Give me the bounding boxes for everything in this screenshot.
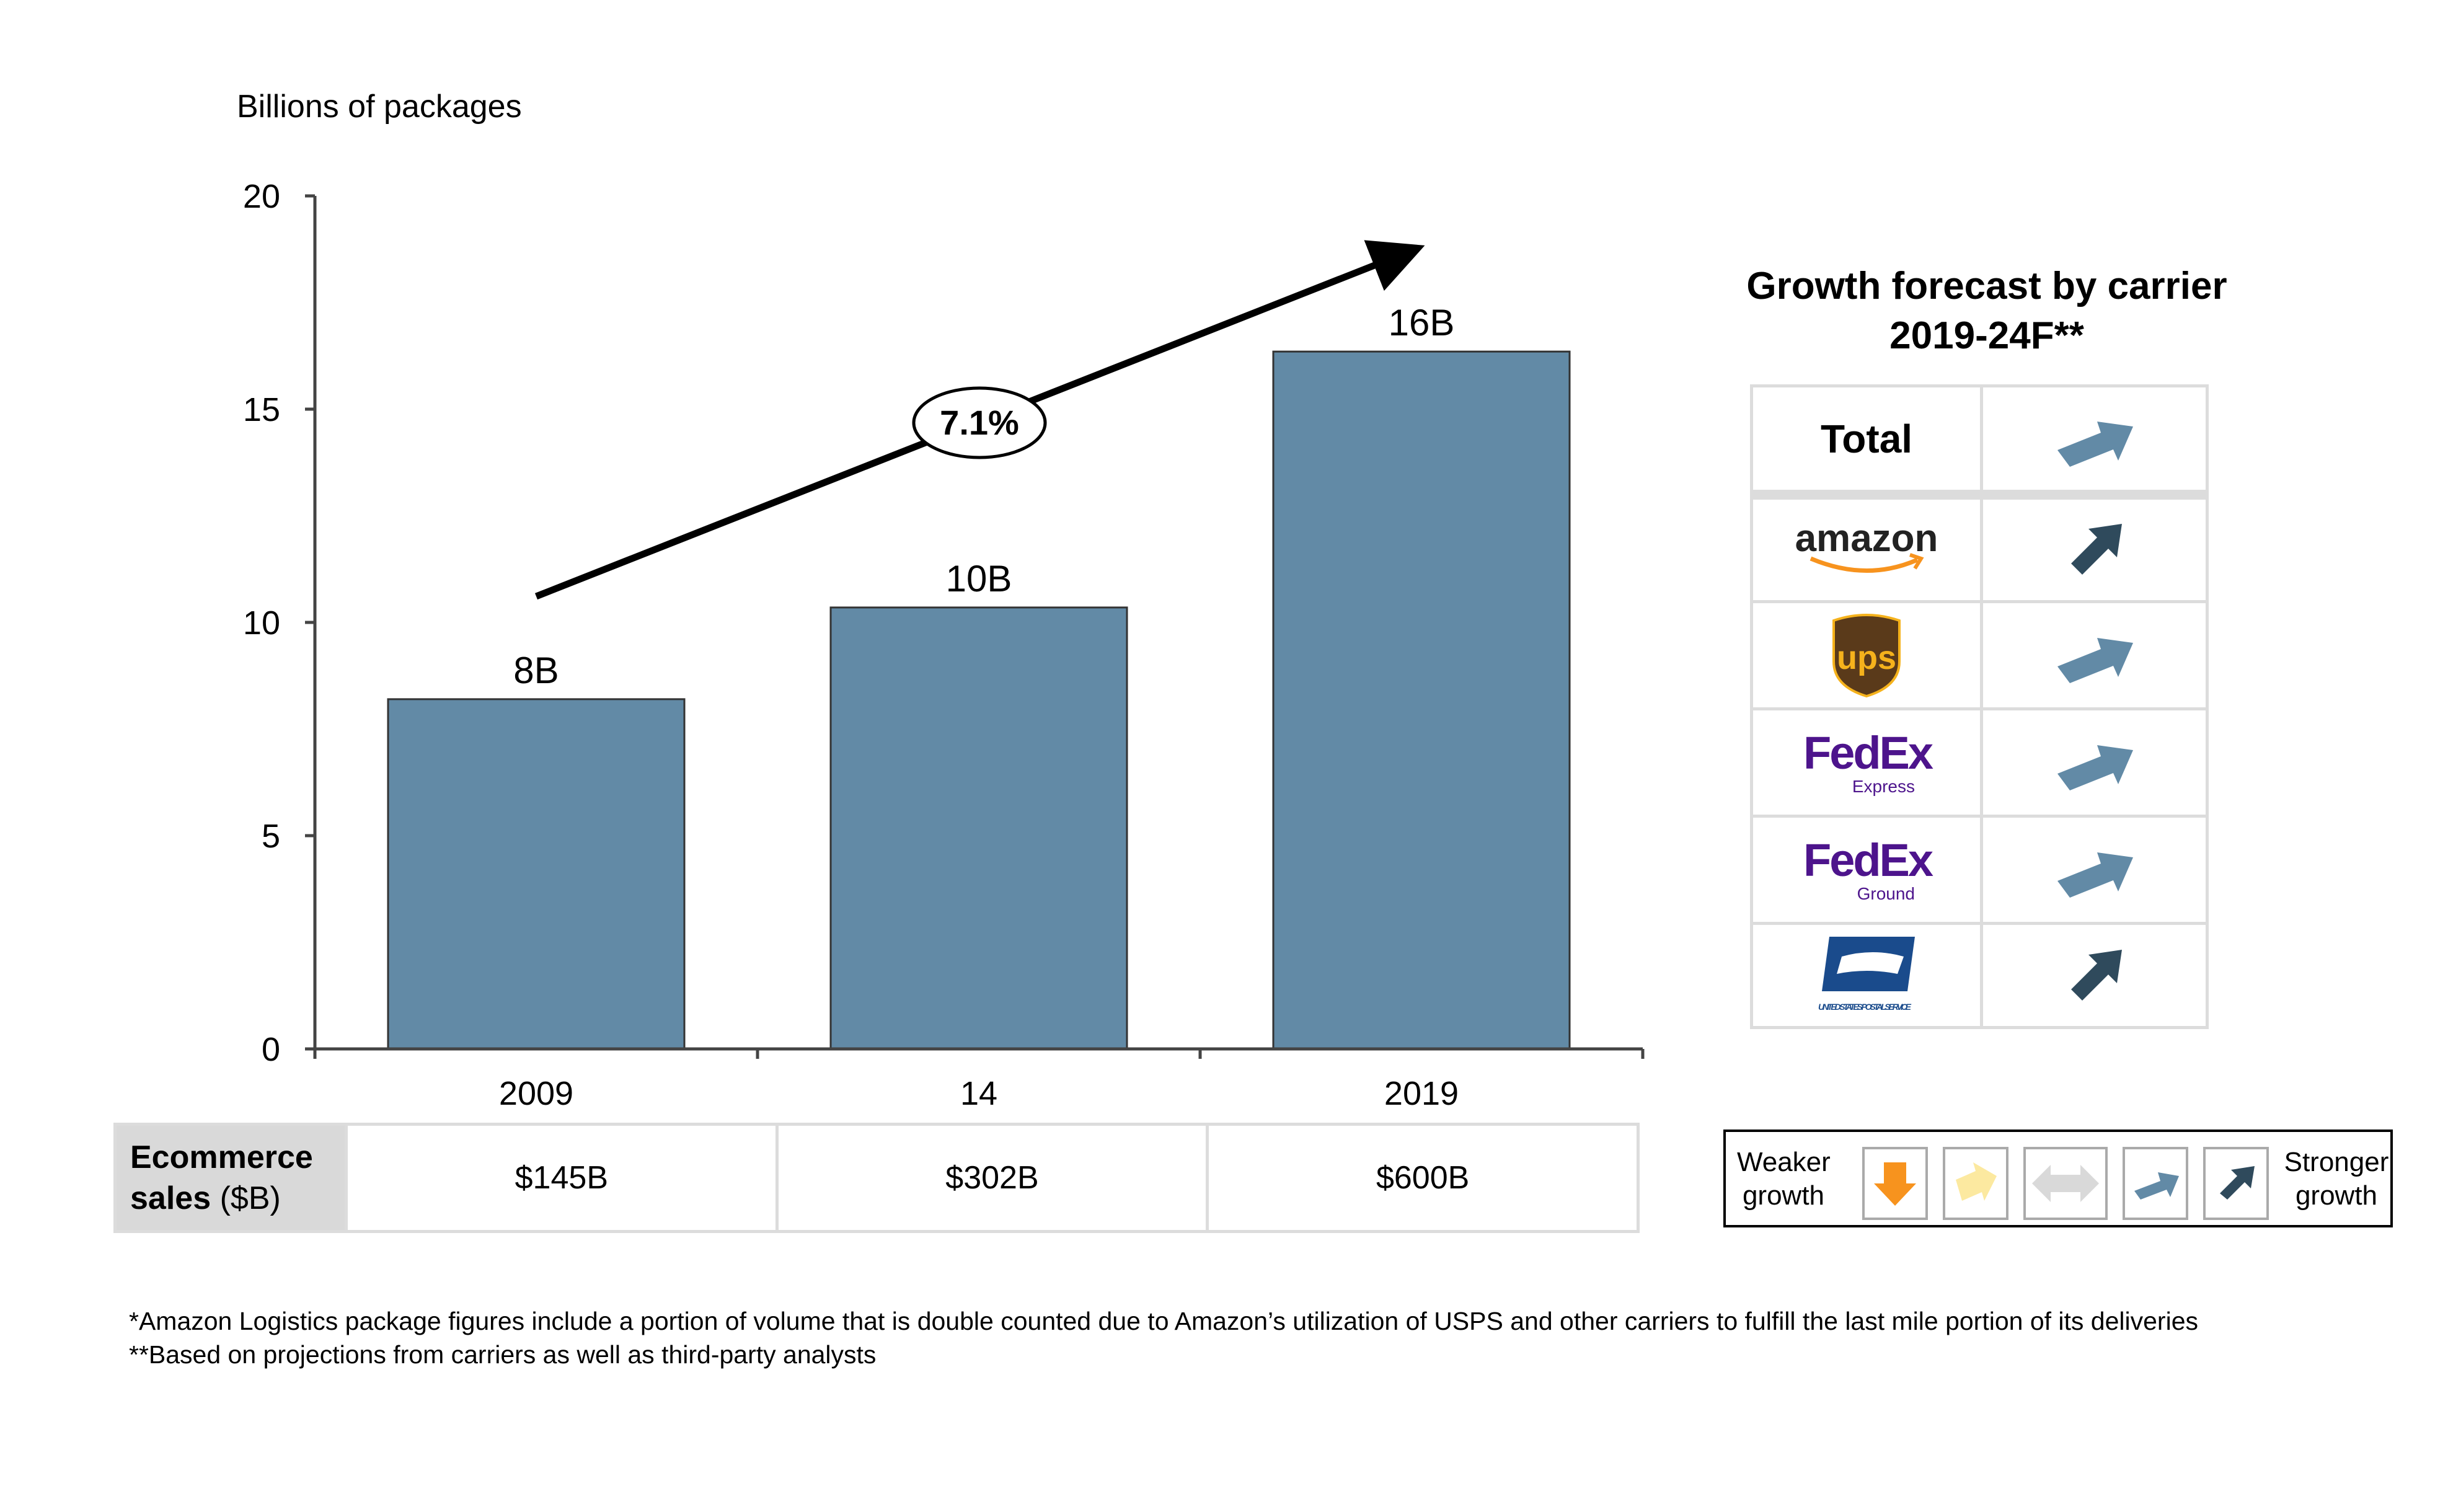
carrier-row-ups: ups [1753,600,2206,707]
footnote-1: *Amazon Logistics package figures includ… [129,1307,2198,1335]
ecommerce-header-label: Ecommerce [130,1139,313,1175]
legend-flat-arrow-box [2023,1147,2108,1220]
svg-text:amazon: amazon [1795,519,1938,560]
bar-14 [829,606,1128,1050]
legend-medium-arrow-box [2123,1147,2188,1220]
ecommerce-header-unit: ($B) [219,1180,281,1216]
y-tick-label: 0 [262,1031,280,1068]
medium-up-arrow-icon [2134,1172,2179,1200]
ecommerce-header-label-2: sales [130,1180,211,1216]
svg-text:Express: Express [1852,777,1915,796]
fedex-express-logo: FedEx Express [1803,727,1935,796]
strong-up-arrow-icon [2070,949,2122,1001]
y-axis-title: Billions of packages [237,89,522,125]
bar-2009 [387,698,686,1050]
legend-strong-arrow-box [2203,1147,2269,1220]
svg-text:Ground: Ground [1857,884,1915,903]
data-label: 8B [513,650,559,691]
strong-up-arrow-icon [2070,524,2122,575]
bar-2019 [1272,350,1571,1050]
carrier-row-total: Total [1753,387,2206,490]
amazon-logo: amazon [1795,519,1938,573]
ecommerce-value-2009: $145B [345,1123,779,1233]
svg-text:ups: ups [1837,639,1896,676]
bar-chart: 0 5 10 15 20 8B 10B 16B 2009 14 2019 7.1% [243,178,1645,1110]
carrier-row-fedex-express: FedEx Express [1753,707,2206,815]
data-label: 16B [1389,302,1455,343]
carrier-row-amazon: amazon [1753,490,2206,600]
usps-logo: UNITED STATES POSTAL SERVICE [1818,936,1915,1012]
down-arrow-icon [1874,1162,1916,1206]
legend-weaker: Weaker growth [1737,1147,1831,1211]
growth-legend: Weaker growth Stronger growth [1723,1130,2393,1227]
legend-slight-arrow-box [1943,1147,2008,1220]
carrier-row-usps: UNITED STATES POSTAL SERVICE [1753,922,2206,1026]
legend-stronger: Stronger growth [2284,1147,2389,1211]
ecommerce-header: Ecommerce sales ($B) [113,1123,348,1233]
svg-text:UNITED STATES POSTAL SERVICE: UNITED STATES POSTAL SERVICE [1818,1002,1912,1012]
x-tick-label: 2019 [1384,1075,1459,1110]
x-tick-label: 14 [960,1075,997,1110]
carrier-forecast-table: Total amazon ups FedEx Express [1750,384,2209,1029]
x-tick-label: 2009 [499,1075,573,1110]
ecommerce-value-2019: $600B [1206,1123,1640,1233]
medium-up-arrow-icon [2057,745,2133,790]
flat-arrow-icon [2032,1165,2099,1202]
cagr-label: 7.1% [940,403,1019,442]
medium-up-arrow-icon [2057,852,2133,898]
forecast-title-line1: Growth forecast by carrier [1746,265,2227,307]
forecast-title-line2: 2019-24F** [1889,314,2084,357]
y-tick-label: 10 [243,604,280,642]
medium-up-arrow-icon [2057,638,2133,683]
legend-down-arrow-box [1862,1147,1928,1220]
svg-text:FedEx: FedEx [1803,727,1933,779]
cagr-bubble [912,386,1047,459]
data-label: 10B [946,558,1012,599]
slight-down-arrow-icon [1956,1162,1997,1201]
y-tick-label: 15 [243,391,280,428]
footnotes: *Amazon Logistics package figures includ… [129,1304,2268,1371]
footnote-2: **Based on projections from carriers as … [129,1340,877,1369]
ecommerce-value-14: $302B [775,1123,1209,1233]
strong-up-arrow-icon [2220,1166,2255,1200]
fedex-ground-logo: FedEx Ground [1803,834,1935,903]
y-tick-label: 5 [262,818,280,855]
ecommerce-sales-table: Ecommerce sales ($B) $145B $302B $600B [113,1123,1640,1233]
svg-text:FedEx: FedEx [1803,834,1933,886]
medium-up-arrow-icon [2057,421,2133,467]
y-tick-label: 20 [243,178,280,215]
ups-logo: ups [1832,614,1901,698]
carrier-row-fedex-ground: FedEx Ground [1753,815,2206,922]
forecast-title: Growth forecast by carrier 2019-24F** [1705,262,2269,361]
total-label: Total [1820,416,1913,461]
